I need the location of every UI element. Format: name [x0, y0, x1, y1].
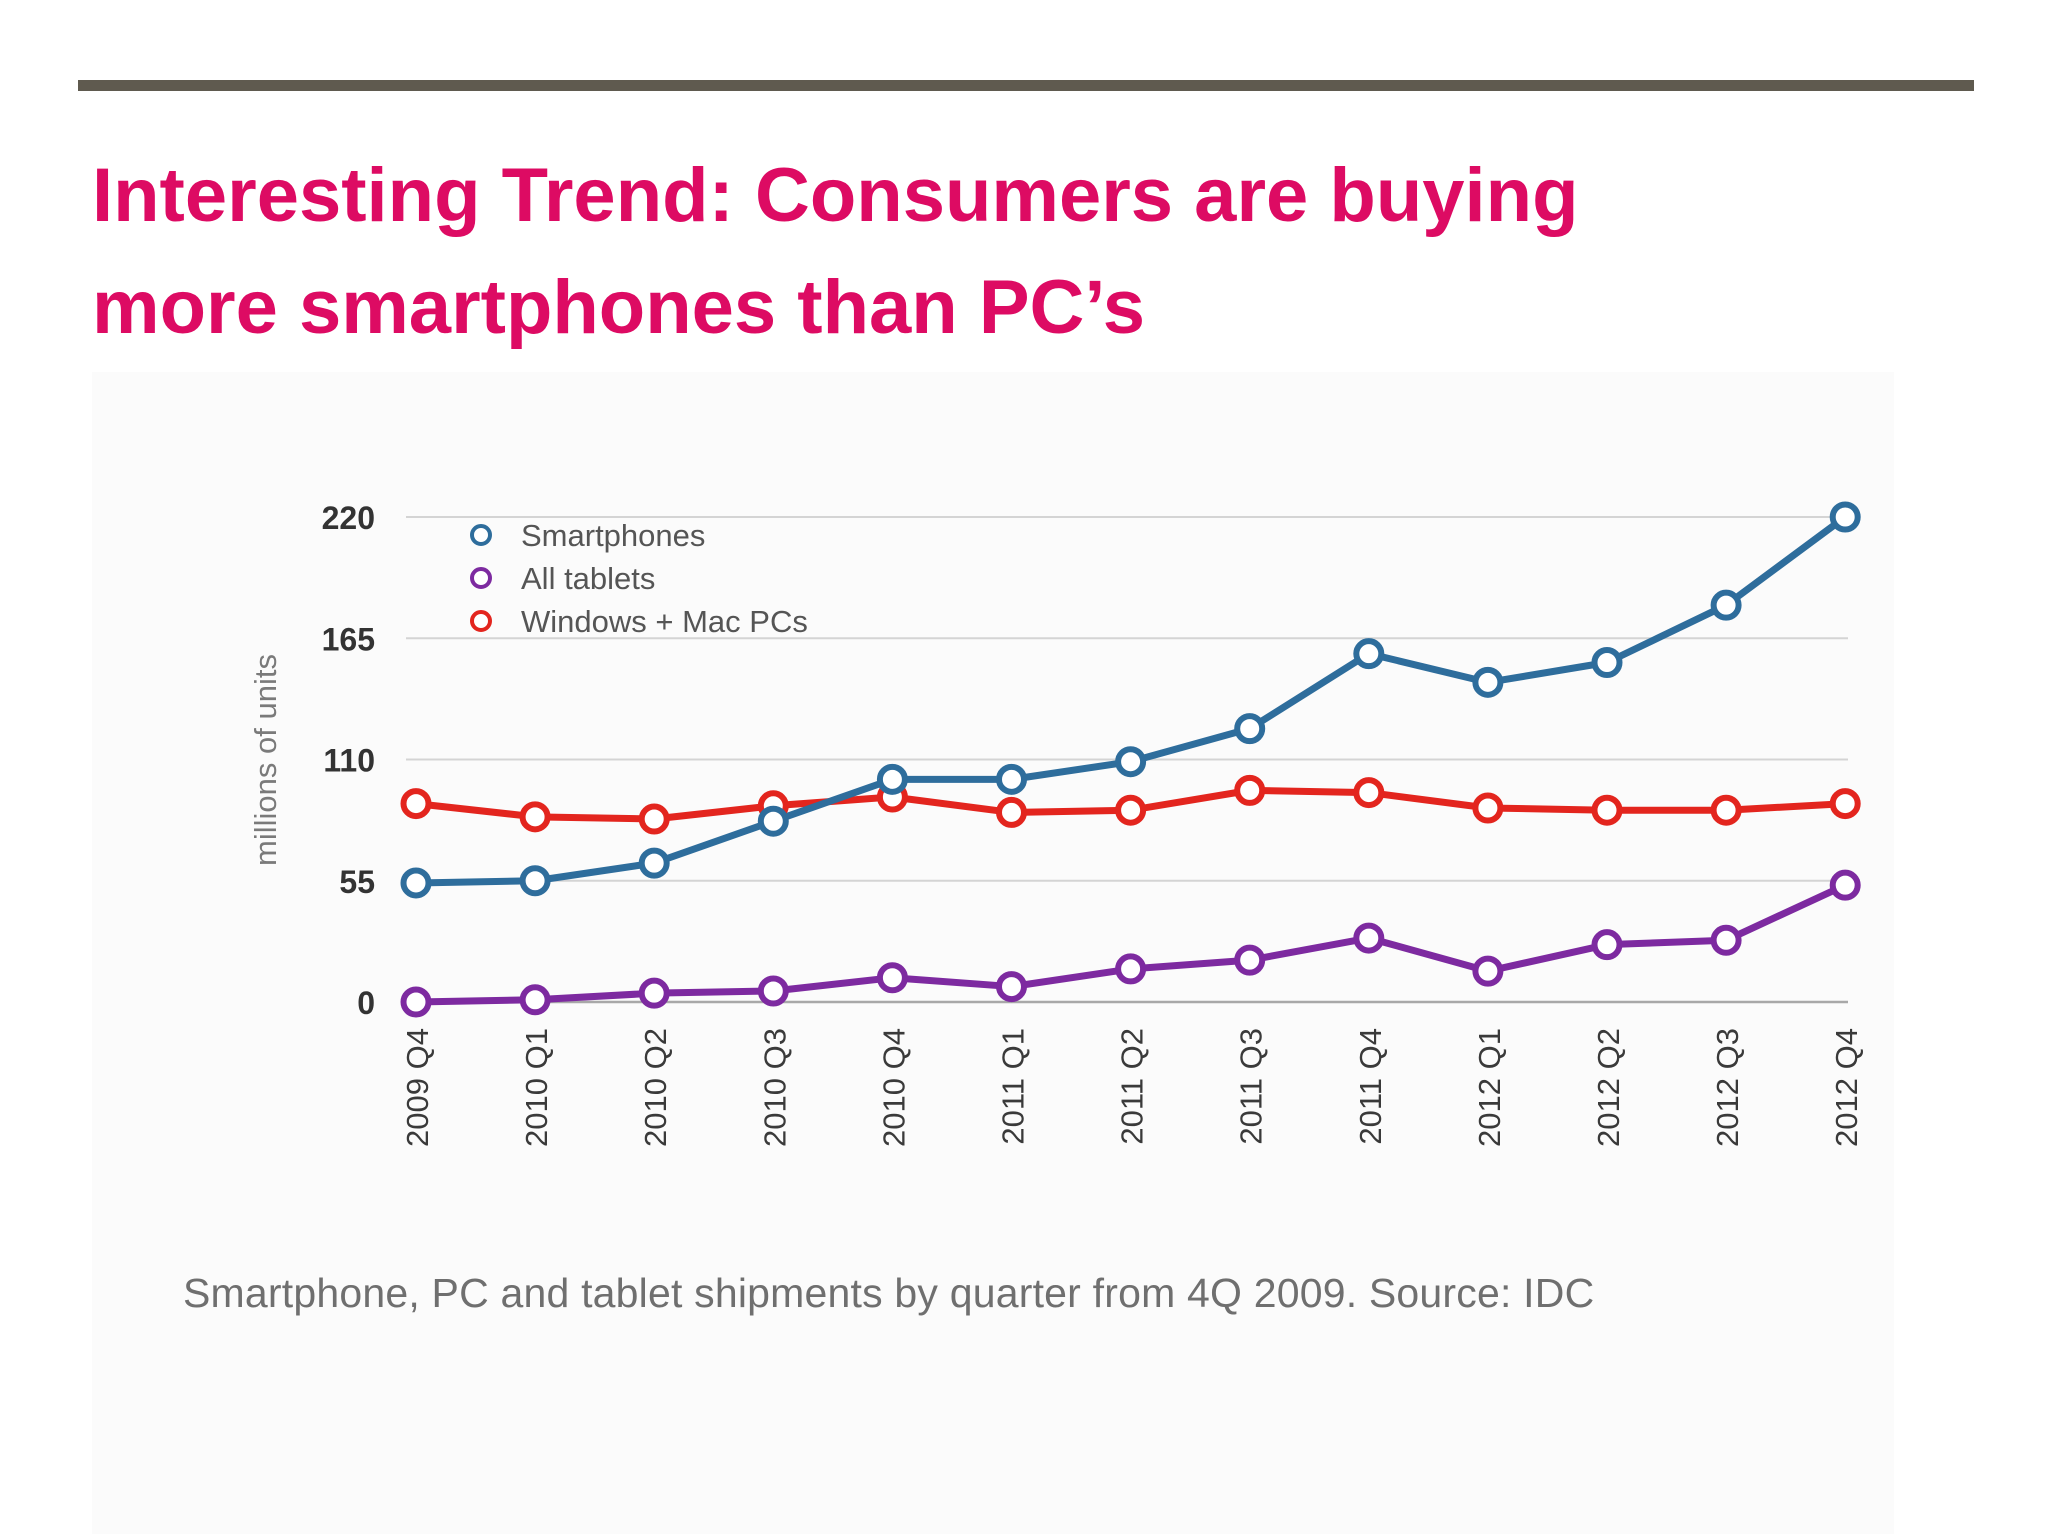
windows-mac-pcs-point	[1710, 794, 1742, 826]
all-tablets-point	[1115, 953, 1147, 985]
all-tablets-point	[519, 984, 551, 1016]
windows-mac-pcs-point	[1115, 794, 1147, 826]
y-tick-label: 220	[322, 500, 375, 536]
windows-mac-pcs-point	[638, 803, 670, 835]
slide-title: Interesting Trend: Consumers are buying …	[92, 140, 1972, 364]
windows-mac-pcs-point	[400, 788, 432, 820]
smartphones-legend-label: Smartphones	[521, 518, 705, 553]
x-tick-label: 2010 Q1	[519, 1028, 554, 1147]
smartphones-point	[1115, 746, 1147, 778]
x-tick-label: 2012 Q4	[1829, 1028, 1864, 1147]
all-tablets-point	[757, 975, 789, 1007]
x-tick-label: 2011 Q2	[1115, 1028, 1150, 1145]
smartphones-legend-marker	[470, 524, 492, 546]
all-tablets-legend-label: All tablets	[521, 561, 655, 596]
smartphones-point	[1472, 666, 1504, 698]
all-tablets-point	[876, 962, 908, 994]
smartphones-point	[757, 805, 789, 837]
chart-legend: Smartphones All tablets Windows + Mac PCs	[470, 518, 808, 639]
all-tablets-point	[1353, 922, 1385, 954]
x-tick-label: 2011 Q4	[1353, 1028, 1388, 1145]
windows-mac-pcs-point	[1472, 792, 1504, 824]
slide-title-line-1: Interesting Trend: Consumers are buying	[92, 153, 1579, 238]
x-tick-label: 2012 Q2	[1591, 1028, 1626, 1147]
y-tick-label: 0	[357, 985, 375, 1021]
windows-mac-pcs-point	[1353, 777, 1385, 809]
smartphones-point	[1829, 501, 1861, 533]
smartphones-point	[1710, 589, 1742, 621]
smartphones-point	[876, 763, 908, 795]
y-tick-label: 55	[339, 864, 375, 900]
all-tablets-point	[638, 977, 670, 1009]
windows-mac-pcs-point	[1829, 788, 1861, 820]
slide-title-line-2: more smartphones than PC’s	[92, 265, 1145, 350]
x-tick-label: 2010 Q2	[638, 1028, 673, 1147]
smartphones-point	[638, 847, 670, 879]
all-tablets-legend-marker	[470, 567, 492, 589]
y-tick-labels: 0 55 110 165 220	[322, 500, 375, 1021]
x-tick-label: 2011 Q3	[1234, 1028, 1269, 1145]
top-rule	[78, 80, 1974, 91]
x-tick-label: 2010 Q3	[757, 1028, 792, 1147]
x-tick-label: 2009 Q4	[400, 1028, 435, 1147]
windows-mac-pcs-point	[1234, 774, 1266, 806]
all-tablets-point	[1234, 944, 1266, 976]
y-tick-label: 110	[323, 743, 375, 779]
windows-mac-pcs-legend-marker	[470, 610, 492, 632]
all-tablets-point	[1710, 924, 1742, 956]
smartphones-point	[996, 763, 1027, 795]
all-tablets-point	[1829, 869, 1861, 901]
y-axis-label: millions of units	[248, 654, 283, 866]
x-tick-label: 2012 Q1	[1472, 1028, 1507, 1147]
smartphones-point	[400, 867, 432, 899]
all-tablets-point	[996, 971, 1027, 1003]
windows-mac-pcs-point	[1591, 794, 1623, 826]
x-tick-label: 2012 Q3	[1710, 1028, 1745, 1147]
windows-mac-pcs-point	[519, 801, 551, 833]
windows-mac-pcs-point	[996, 796, 1027, 828]
x-tick-label: 2011 Q1	[996, 1028, 1031, 1145]
all-tablets-point	[400, 986, 432, 1018]
smartphones-point	[1353, 638, 1385, 670]
chart-caption: Smartphone, PC and tablet shipments by q…	[183, 1270, 1595, 1316]
all-tablets-line	[412, 881, 1849, 1006]
y-tick-label: 165	[322, 621, 375, 657]
series-markers	[400, 501, 1861, 1018]
windows-mac-pcs-legend-label: Windows + Mac PCs	[521, 604, 808, 639]
all-tablets-point	[1472, 955, 1504, 987]
chart-panel	[92, 372, 1894, 1534]
smartphones-point	[519, 865, 551, 897]
smartphones-point	[1591, 647, 1623, 678]
x-tick-label: 2010 Q4	[876, 1028, 911, 1147]
all-tablets-point	[1591, 929, 1623, 961]
smartphones-point	[1234, 713, 1266, 745]
x-tick-labels: 2009 Q4 2010 Q1 2010 Q2 2010 Q3 2010 Q4 2011 …	[400, 1028, 1864, 1147]
